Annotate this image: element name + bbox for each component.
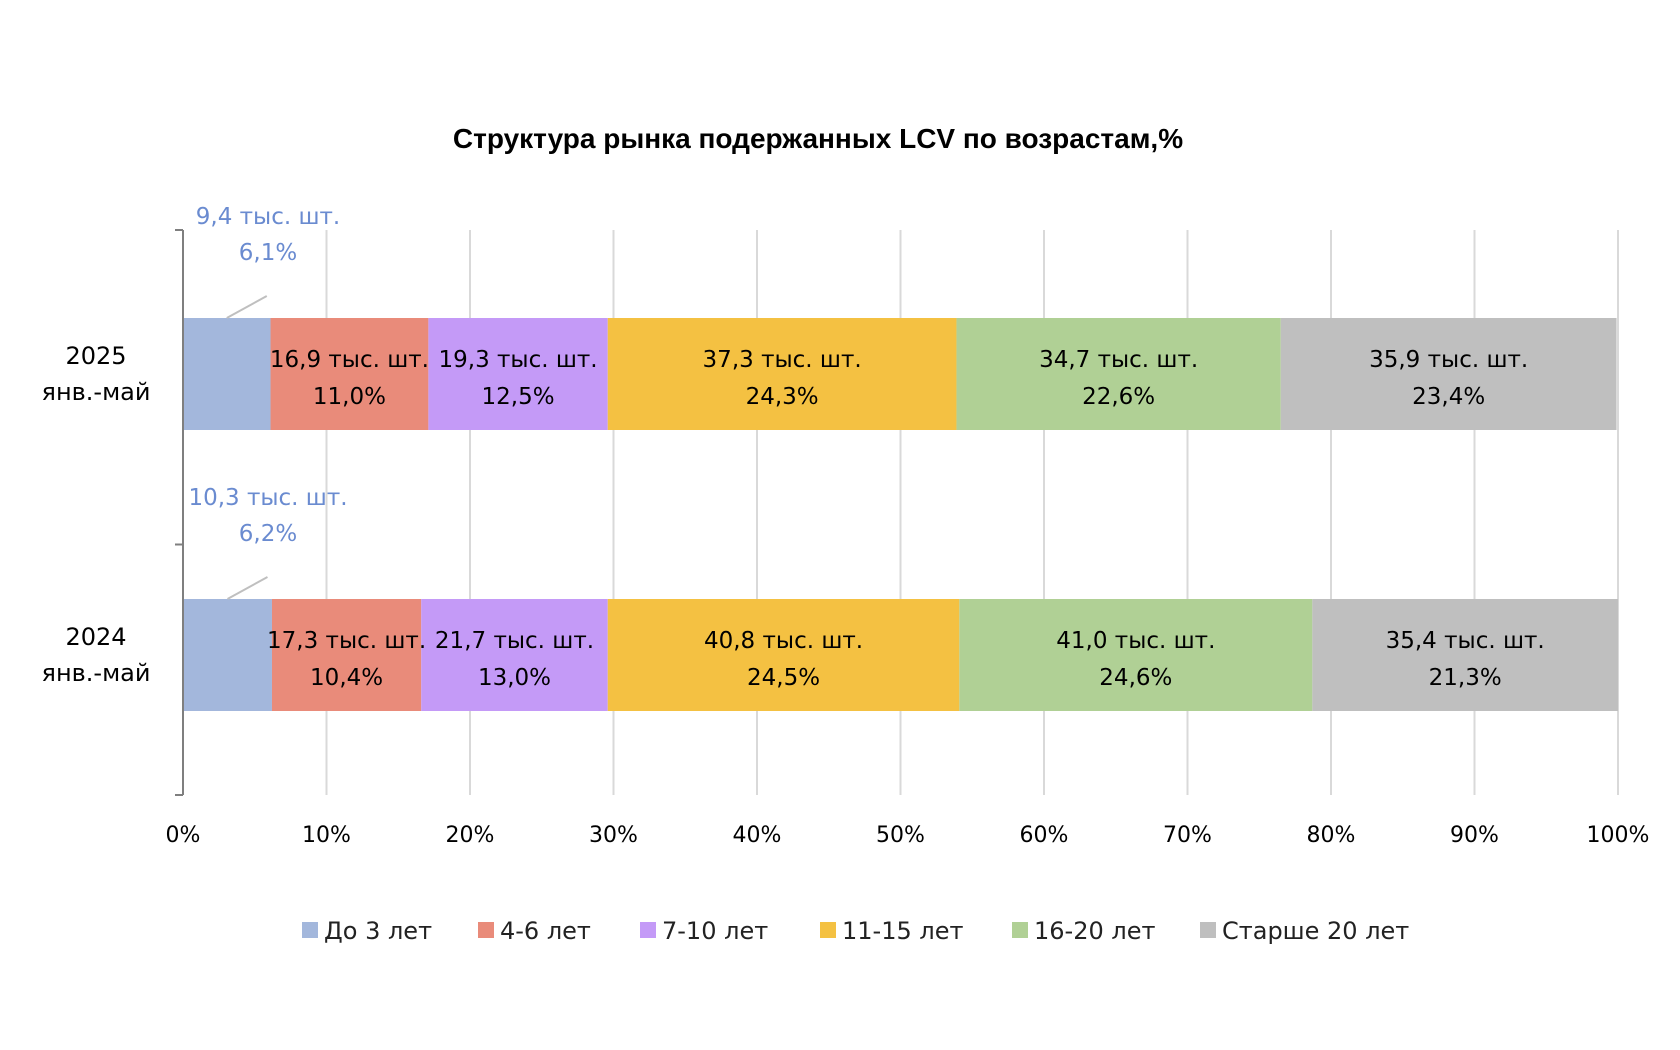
data-label: 24,3% xyxy=(746,384,819,410)
data-label: 37,3 тыс. шт. xyxy=(703,347,862,373)
data-label: 35,9 тыс. шт. xyxy=(1369,347,1528,373)
bar-segment xyxy=(1280,318,1617,430)
data-label: 11,0% xyxy=(313,384,386,410)
legend-label: 4-6 лет xyxy=(500,917,591,945)
bar-segment xyxy=(183,318,271,430)
category-label: 2024 xyxy=(65,623,126,651)
x-tick-label: 20% xyxy=(446,823,495,848)
data-label: 6,2% xyxy=(239,521,297,547)
data-label: 21,3% xyxy=(1429,665,1502,691)
callout-leader-line xyxy=(227,576,268,600)
legend-swatch xyxy=(1012,922,1028,938)
bar-segment xyxy=(183,599,272,711)
data-label: 35,4 тыс. шт. xyxy=(1386,628,1545,654)
data-label: 21,7 тыс. шт. xyxy=(435,628,594,654)
x-tick-label: 60% xyxy=(1020,823,1069,848)
data-label: 41,0 тыс. шт. xyxy=(1056,628,1215,654)
data-label: 40,8 тыс. шт. xyxy=(704,628,863,654)
bar-segment xyxy=(607,599,960,711)
legend: До 3 лет 4-6 лет 7-10 лет 11-15 лет 16-20 ле… xyxy=(302,917,1409,945)
bar-segment xyxy=(428,318,608,430)
axis-layer: 0% 10% 20% 30% 40% 50% 60% 70% 80% 90% 100% 2025 янв… xyxy=(42,229,1650,848)
data-label: 6,1% xyxy=(239,240,297,266)
data-label: 24,6% xyxy=(1099,665,1172,691)
x-tick-label: 10% xyxy=(302,823,351,848)
bar-segment xyxy=(270,318,429,430)
bar-segment xyxy=(607,318,957,430)
x-tick-label: 90% xyxy=(1450,823,1499,848)
bar-segment xyxy=(271,599,422,711)
data-label: 17,3 тыс. шт. xyxy=(267,628,426,654)
legend-swatch xyxy=(640,922,656,938)
labels-layer: 9,4 тыс. шт. 6,1% 16,9 тыс. шт. 11,0% 19,3 т… xyxy=(188,204,1544,691)
category-label: янв.-май xyxy=(42,378,151,406)
category-label: 2025 xyxy=(65,342,126,370)
data-label: 12,5% xyxy=(482,384,555,410)
legend-swatch xyxy=(1200,922,1216,938)
x-tick-label: 100% xyxy=(1587,823,1650,848)
chart-title: Структура рынка подержанных LCV по возра… xyxy=(453,123,1183,154)
data-label: 10,3 тыс. шт. xyxy=(188,485,347,511)
data-label: 16,9 тыс. шт. xyxy=(270,347,429,373)
bar-segment xyxy=(1312,599,1618,711)
data-label: 22,6% xyxy=(1082,384,1155,410)
callout-leader-line xyxy=(226,295,268,319)
data-label: 24,5% xyxy=(747,665,820,691)
data-label: 9,4 тыс. шт. xyxy=(196,204,340,230)
legend-label: 7-10 лет xyxy=(662,917,768,945)
x-tick-label: 30% xyxy=(589,823,638,848)
x-tick-label: 0% xyxy=(166,823,201,848)
data-label: 13,0% xyxy=(478,665,551,691)
legend-label: Старше 20 лет xyxy=(1222,917,1409,945)
data-label: 19,3 тыс. шт. xyxy=(439,347,598,373)
data-label: 23,4% xyxy=(1412,384,1485,410)
data-label: 10,4% xyxy=(310,665,383,691)
legend-label: 16-20 лет xyxy=(1034,917,1155,945)
x-tick-label: 40% xyxy=(733,823,782,848)
x-tick-label: 70% xyxy=(1163,823,1212,848)
x-tick-label: 50% xyxy=(876,823,925,848)
legend-label: До 3 лет xyxy=(324,917,432,945)
bar-segment xyxy=(959,599,1313,711)
legend-swatch xyxy=(478,922,494,938)
legend-swatch xyxy=(302,922,318,938)
bar-segment xyxy=(956,318,1281,430)
legend-swatch xyxy=(820,922,836,938)
legend-label: 11-15 лет xyxy=(842,917,963,945)
category-label: янв.-май xyxy=(42,659,151,687)
data-label: 34,7 тыс. шт. xyxy=(1039,347,1198,373)
x-tick-label: 80% xyxy=(1307,823,1356,848)
bar-segment xyxy=(421,599,608,711)
bars-layer xyxy=(183,318,1618,711)
